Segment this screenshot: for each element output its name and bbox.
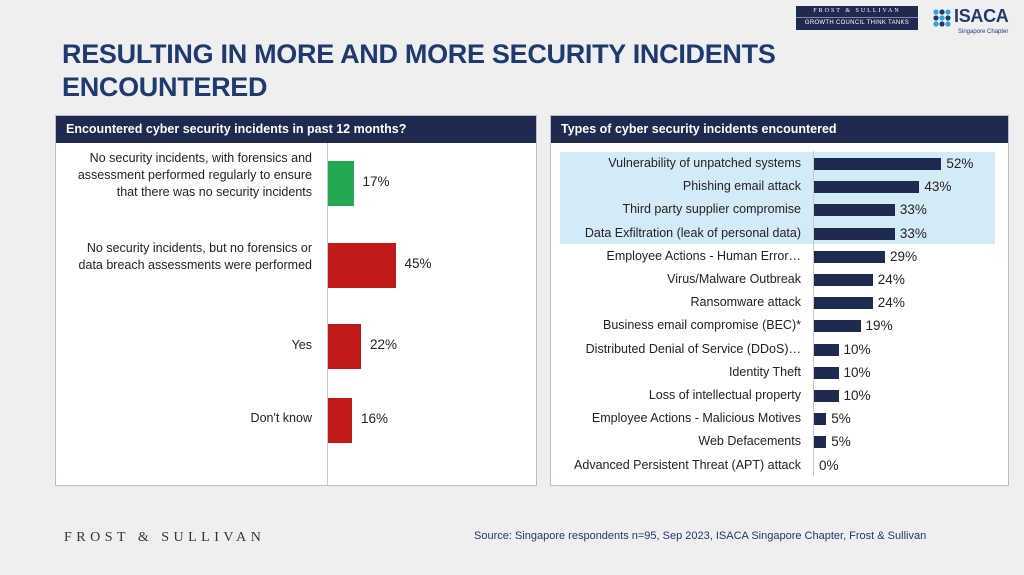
- bar: [814, 274, 873, 286]
- value-label: 43%: [924, 179, 952, 195]
- category-label: Phishing email attack: [682, 179, 801, 194]
- bar: [814, 181, 920, 194]
- value-label: 17%: [362, 174, 390, 189]
- bar: [328, 242, 396, 288]
- bar: [328, 160, 354, 206]
- source-note: Source: Singapore respondents n=95, Sep …: [474, 530, 927, 542]
- value-label: 5%: [831, 434, 851, 450]
- value-label: 29%: [890, 248, 918, 264]
- isaca-logo: ISACA Singapore Chapter: [932, 6, 1022, 38]
- category-label: Third party supplier compromise: [622, 202, 801, 217]
- bar: [328, 323, 361, 369]
- category-label: No security incidents, but no forensics …: [78, 240, 312, 272]
- bar: [814, 320, 861, 333]
- category-label: Employee Actions - Human Error…: [606, 248, 801, 263]
- bar: [814, 366, 839, 379]
- category-label: Loss of intellectual property: [648, 388, 801, 402]
- value-label: 10%: [843, 364, 871, 380]
- category-label: Virus/Malware Outbreak: [667, 272, 801, 286]
- value-label: 45%: [404, 256, 432, 271]
- value-label: 52%: [946, 156, 974, 171]
- value-label: 33%: [899, 202, 927, 218]
- category-label: Vulnerability of unpatched systems: [608, 156, 801, 170]
- category-label: Business email compromise (BEC)*: [603, 318, 801, 333]
- badge-brand-name: FROST & SULLIVAN: [813, 8, 901, 14]
- category-label: Yes: [291, 338, 312, 353]
- value-label: 0%: [819, 457, 839, 473]
- isaca-emblem-icon: [933, 9, 951, 27]
- value-label: 16%: [361, 411, 389, 426]
- value-label: 5%: [831, 411, 851, 427]
- category-label: Don't know: [250, 410, 312, 425]
- value-label: 24%: [877, 272, 905, 287]
- chart-title: Encountered cyber security incidents in …: [56, 116, 536, 143]
- category-label: Distributed Denial of Service (DDoS)…: [585, 341, 801, 356]
- value-label: 19%: [865, 318, 893, 334]
- bar: [814, 297, 873, 310]
- category-label: Employee Actions - Malicious Motives: [591, 411, 801, 426]
- incidents-encountered-chart: Encountered cyber security incidents in …: [55, 115, 537, 486]
- bar: [814, 390, 839, 402]
- category-label: Data Exfiltration (leak of personal data…: [584, 225, 801, 240]
- bar: [814, 204, 895, 217]
- badge-subtitle: GROWTH COUNCIL THINK TANKS: [796, 17, 918, 26]
- chart-axis: [813, 151, 814, 476]
- bar: [328, 397, 352, 443]
- frost-sullivan-logo: FROST & SULLIVAN: [64, 530, 266, 545]
- category-label: Advanced Persistent Threat (APT) attack: [574, 457, 801, 472]
- value-label: 10%: [843, 341, 871, 357]
- value-label: 10%: [843, 388, 871, 403]
- category-label: Identity Theft: [728, 364, 801, 379]
- chart-axis: [327, 143, 328, 485]
- category-label: Web Defacements: [698, 434, 801, 449]
- category-label: Ransomware attack: [690, 295, 801, 310]
- incident-types-chart: Types of cyber security incidents encoun…: [550, 115, 1009, 486]
- bar: [814, 227, 895, 240]
- page-title: RESULTING IN MORE AND MORE SECURITY INCI…: [62, 39, 776, 102]
- bar: [814, 343, 839, 356]
- value-label: 24%: [877, 295, 905, 311]
- frost-sullivan-growth-council-badge: FROST & SULLIVAN GROWTH COUNCIL THINK TA…: [796, 6, 918, 30]
- bar: [814, 413, 827, 426]
- isaca-wordmark: ISACA: [954, 6, 1009, 26]
- chart-title: Types of cyber security incidents encoun…: [551, 116, 1008, 143]
- category-label: No security incidents, with forensics an…: [77, 150, 312, 199]
- bar: [814, 158, 942, 170]
- value-label: 22%: [370, 337, 398, 352]
- value-label: 33%: [899, 225, 927, 241]
- bar: [814, 436, 827, 449]
- bar: [814, 250, 886, 263]
- isaca-chapter: Singapore Chapter: [958, 29, 1009, 35]
